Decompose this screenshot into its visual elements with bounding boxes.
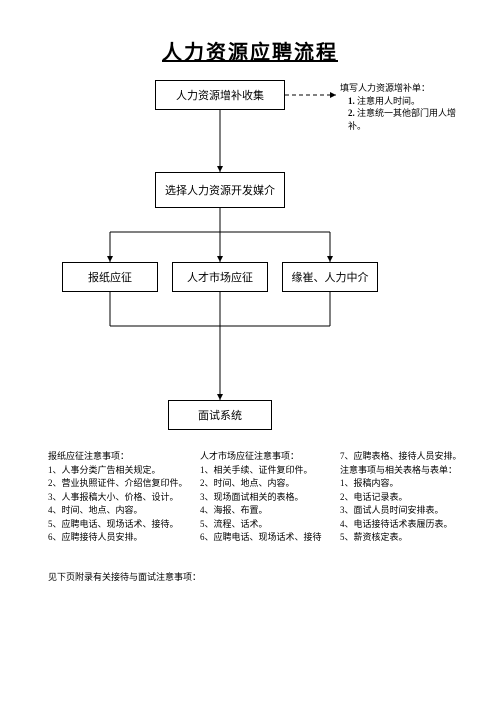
notes-pre-item: 7、应聘表格、接待人员安排。 <box>340 450 480 464</box>
flow-node-interview: 面试系统 <box>168 400 272 430</box>
notes-item: 6、应聘接待人员安排。 <box>48 531 188 545</box>
notes-item: 2、时间、地点、内容。 <box>200 477 340 491</box>
notes-item: 4、海报、布置。 <box>200 504 340 518</box>
footer-note: 见下页附录有关接待与面试注意事项： <box>48 570 201 583</box>
notes-header: 注意事项与相关表格与表单： <box>340 464 480 478</box>
notes-item: 5、薪资核定表。 <box>340 531 480 545</box>
annotation-block: 填写人力资源增补单： 1. 注意用人时间。 2. 注意统一其他部门用人增补。 <box>340 82 460 132</box>
notes-item: 2、营业执照证件、介绍信复印件。 <box>48 477 188 491</box>
notes-item: 4、电话接待话术表履历表。 <box>340 518 480 532</box>
notes-item: 4、时间、地点、内容。 <box>48 504 188 518</box>
notes-item: 5、应聘电话、现场话术、接待。 <box>48 518 188 532</box>
notes-header: 报纸应征注意事项： <box>48 450 188 464</box>
notes-item: 1、人事分类广告相关规定。 <box>48 464 188 478</box>
flow-node-market: 人才市场应征 <box>172 262 268 292</box>
notes-item: 3、面试人员时间安排表。 <box>340 504 480 518</box>
notes-item: 2、电话记录表。 <box>340 491 480 505</box>
notes-item: 3、现场面试相关的表格。 <box>200 491 340 505</box>
notes-item: 6、应聘电话、现场话术、接待 <box>200 531 340 545</box>
notes-item: 1、相关手续、证件复印件。 <box>200 464 340 478</box>
annotation-title: 填写人力资源增补单： <box>340 82 460 95</box>
notes-column-0: 报纸应征注意事项：1、人事分类广告相关规定。2、营业执照证件、介绍信复印件。3、… <box>48 450 188 545</box>
annotation-item-1: 1. 注意用人时间。 <box>340 95 460 108</box>
flow-node-news: 报纸应征 <box>62 262 158 292</box>
notes-item: 1、报稿内容。 <box>340 477 480 491</box>
notes-header: 人才市场应征注意事项： <box>200 450 340 464</box>
notes-column-1: 人才市场应征注意事项：1、相关手续、证件复印件。2、时间、地点、内容。3、现场面… <box>200 450 340 545</box>
notes-item: 5、流程、话术。 <box>200 518 340 532</box>
flow-node-collect: 人力资源增补收集 <box>155 80 285 110</box>
notes-column-2: 7、应聘表格、接待人员安排。注意事项与相关表格与表单：1、报稿内容。2、电话记录… <box>340 450 480 545</box>
flow-node-media: 选择人力资源开发媒介 <box>155 172 285 208</box>
notes-item: 3、人事报稿大小、价格、设计。 <box>48 491 188 505</box>
flow-node-agency: 缘崔、人力中介 <box>282 262 378 292</box>
page-title: 人力资源应聘流程 <box>0 36 500 65</box>
annotation-item-2: 2. 注意统一其他部门用人增补。 <box>340 107 460 132</box>
